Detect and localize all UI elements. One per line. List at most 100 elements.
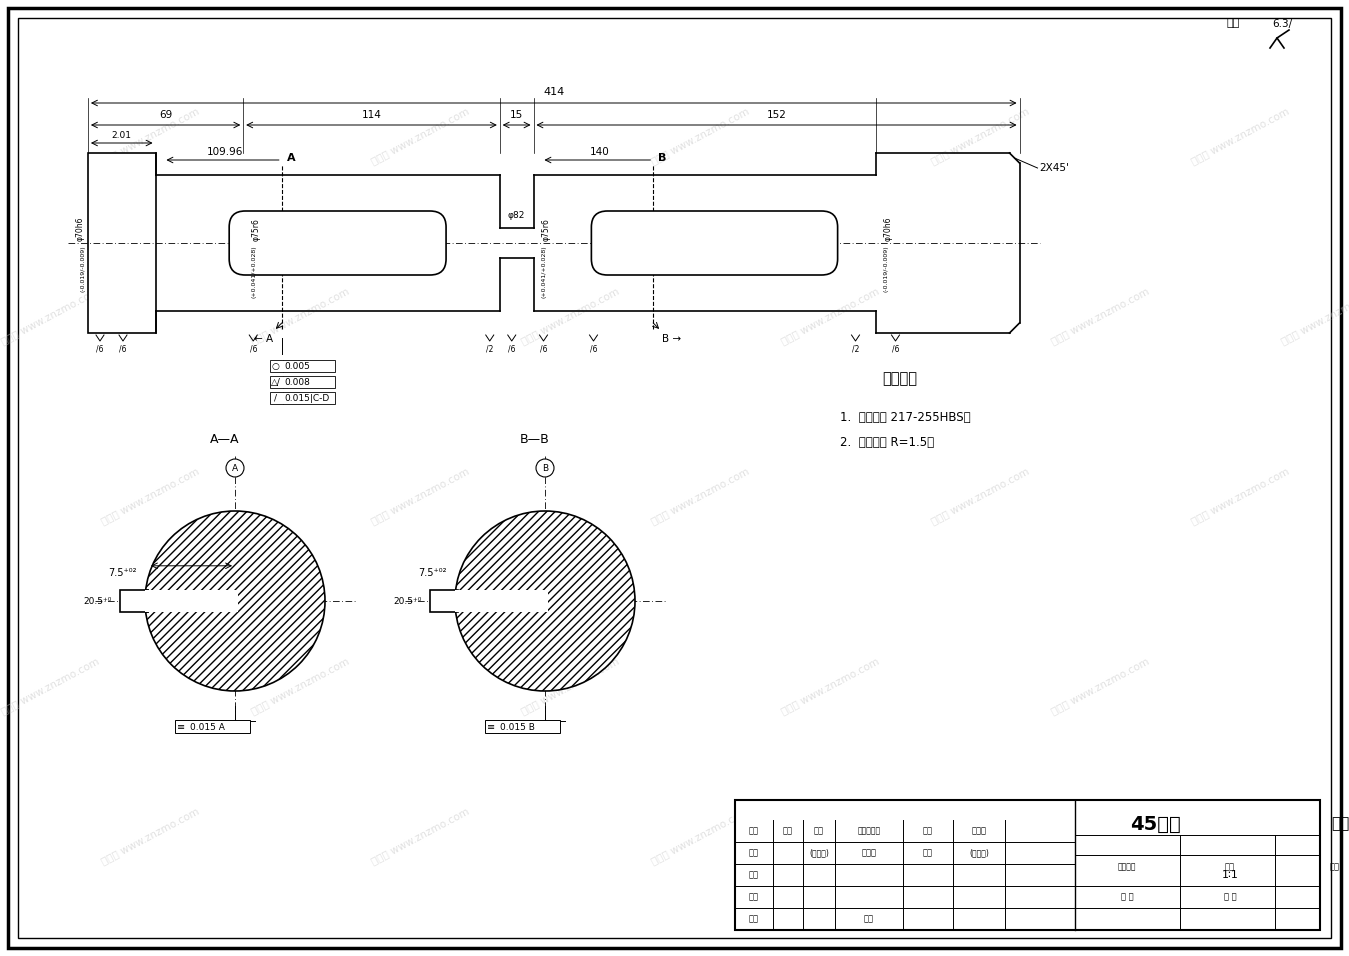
Text: B: B [658, 153, 666, 163]
Text: B →: B → [661, 334, 681, 344]
Text: 批准: 批准 [863, 915, 874, 923]
Text: 7.5⁺⁰²: 7.5⁺⁰² [418, 568, 447, 578]
Text: 0.015 B: 0.015 B [500, 723, 534, 731]
Text: φ75r6: φ75r6 [251, 218, 260, 241]
Text: 6.3/: 6.3/ [1272, 19, 1292, 29]
Text: 标准化: 标准化 [862, 849, 877, 858]
Text: 比例: 比例 [1330, 862, 1340, 872]
Bar [455, 590, 548, 612]
Text: ○: ○ [271, 361, 279, 371]
Bar [486, 720, 560, 733]
Text: A: A [232, 464, 237, 472]
Text: 知享网 www.znzmo.com: 知享网 www.znzmo.com [100, 806, 201, 866]
Text: 知享网 www.znzmo.com: 知享网 www.znzmo.com [649, 106, 750, 166]
Text: (-0.019/-0.009): (-0.019/-0.009) [884, 245, 889, 292]
Text: 2X45': 2X45' [1040, 163, 1070, 173]
Text: 140: 140 [590, 147, 610, 157]
Text: 知享网 www.znzmo.com: 知享网 www.znzmo.com [649, 466, 750, 526]
Text: /6: /6 [509, 344, 515, 353]
Text: /2: /2 [486, 344, 494, 353]
Text: 知享网 www.znzmo.com: 知享网 www.znzmo.com [100, 106, 201, 166]
Text: 知享网 www.znzmo.com: 知享网 www.znzmo.com [370, 806, 471, 866]
Text: 知享网 www.znzmo.com: 知享网 www.znzmo.com [1279, 286, 1349, 346]
Circle shape [144, 511, 325, 691]
Text: 设计: 设计 [749, 849, 759, 858]
Text: 知享网 www.znzmo.com: 知享网 www.znzmo.com [250, 656, 351, 716]
Text: 152: 152 [766, 110, 786, 120]
Text: 主动轴: 主动轴 [1331, 816, 1349, 832]
Text: 知享网 www.znzmo.com: 知享网 www.znzmo.com [780, 656, 881, 716]
Bar [144, 590, 237, 612]
Bar [270, 376, 335, 388]
Text: 第 页: 第 页 [1224, 893, 1236, 902]
Circle shape [455, 511, 635, 691]
Text: ↓: ↓ [429, 599, 437, 609]
Text: 69: 69 [159, 110, 173, 120]
Text: (+0.041/+0.028): (+0.041/+0.028) [251, 245, 256, 297]
Text: 标记: 标记 [749, 827, 759, 836]
Text: /: / [274, 394, 278, 402]
Text: 知享网 www.znzmo.com: 知享网 www.znzmo.com [0, 286, 101, 346]
Text: 分区: 分区 [813, 827, 824, 836]
Bar [270, 392, 335, 404]
Text: 图样标记: 图样标记 [1118, 862, 1136, 872]
Text: 2.  未注圆角 R=1.5．: 2. 未注圆角 R=1.5． [840, 436, 934, 449]
Text: △/: △/ [271, 378, 281, 386]
Text: 知享网 www.znzmo.com: 知享网 www.znzmo.com [0, 656, 101, 716]
Text: 20.5⁺⁰: 20.5⁺⁰ [394, 597, 422, 605]
Bar [430, 590, 459, 612]
Text: 知享网 www.znzmo.com: 知享网 www.znzmo.com [649, 806, 750, 866]
Text: 知享网 www.znzmo.com: 知享网 www.znzmo.com [1190, 466, 1291, 526]
Text: /6: /6 [590, 344, 598, 353]
Text: 共 页: 共 页 [1121, 893, 1133, 902]
Text: B—B: B—B [521, 433, 550, 446]
Text: 其余: 其余 [1226, 18, 1240, 28]
Text: φ70h6: φ70h6 [884, 216, 893, 241]
FancyBboxPatch shape [591, 211, 838, 275]
Text: ← A: ← A [254, 334, 274, 344]
Text: /6: /6 [250, 344, 258, 353]
Text: 审核: 审核 [749, 893, 759, 902]
Bar [270, 360, 335, 372]
Text: 0.015 A: 0.015 A [190, 723, 225, 731]
Text: ≡: ≡ [487, 722, 495, 732]
Text: 知享网 www.znzmo.com: 知享网 www.znzmo.com [929, 466, 1031, 526]
Text: 知享网 www.znzmo.com: 知享网 www.znzmo.com [100, 466, 201, 526]
Text: 重量: 重量 [1225, 862, 1234, 872]
Circle shape [536, 459, 554, 477]
Text: φ75r6: φ75r6 [541, 218, 550, 241]
Text: (-0.019/-0.009): (-0.019/-0.009) [80, 245, 85, 292]
Text: 414: 414 [544, 87, 564, 97]
Text: 描图: 描图 [749, 871, 759, 880]
Text: 知享网 www.znzmo.com: 知享网 www.znzmo.com [1050, 286, 1151, 346]
Circle shape [227, 459, 244, 477]
Text: 知享网 www.znzmo.com: 知享网 www.znzmo.com [900, 806, 1001, 866]
Text: /6: /6 [540, 344, 548, 353]
Bar [735, 800, 1321, 930]
Text: 更改文件号: 更改文件号 [858, 827, 881, 836]
Text: 数量: 数量 [782, 827, 793, 836]
Text: B: B [542, 464, 548, 472]
Text: 知享网 www.znzmo.com: 知享网 www.znzmo.com [780, 286, 881, 346]
Text: 0.005: 0.005 [285, 361, 310, 371]
Text: 知享网 www.znzmo.com: 知享网 www.znzmo.com [519, 656, 621, 716]
Text: 知享网 www.znzmo.com: 知享网 www.znzmo.com [1050, 656, 1151, 716]
Text: 工艺: 工艺 [749, 915, 759, 923]
Text: 知享网 www.znzmo.com: 知享网 www.znzmo.com [1190, 106, 1291, 166]
Text: 0.008: 0.008 [285, 378, 310, 386]
Text: 知享网 www.znzmo.com: 知享网 www.znzmo.com [250, 286, 351, 346]
Text: /6: /6 [892, 344, 900, 353]
Text: /6: /6 [119, 344, 127, 353]
Text: 0.015|C-D: 0.015|C-D [285, 394, 331, 402]
Bar [88, 153, 155, 333]
Text: 签名: 签名 [923, 827, 934, 836]
Text: 109.96: 109.96 [206, 147, 243, 157]
Text: 7.5⁺⁰²: 7.5⁺⁰² [108, 568, 136, 578]
Bar [120, 590, 148, 612]
FancyBboxPatch shape [229, 211, 447, 275]
Text: 114: 114 [362, 110, 382, 120]
Text: ↓: ↓ [119, 599, 128, 609]
Text: /6: /6 [96, 344, 104, 353]
Text: 1.  硬度要求 217-255HBS．: 1. 硬度要求 217-255HBS． [840, 411, 971, 424]
Text: 年月日: 年月日 [971, 827, 986, 836]
